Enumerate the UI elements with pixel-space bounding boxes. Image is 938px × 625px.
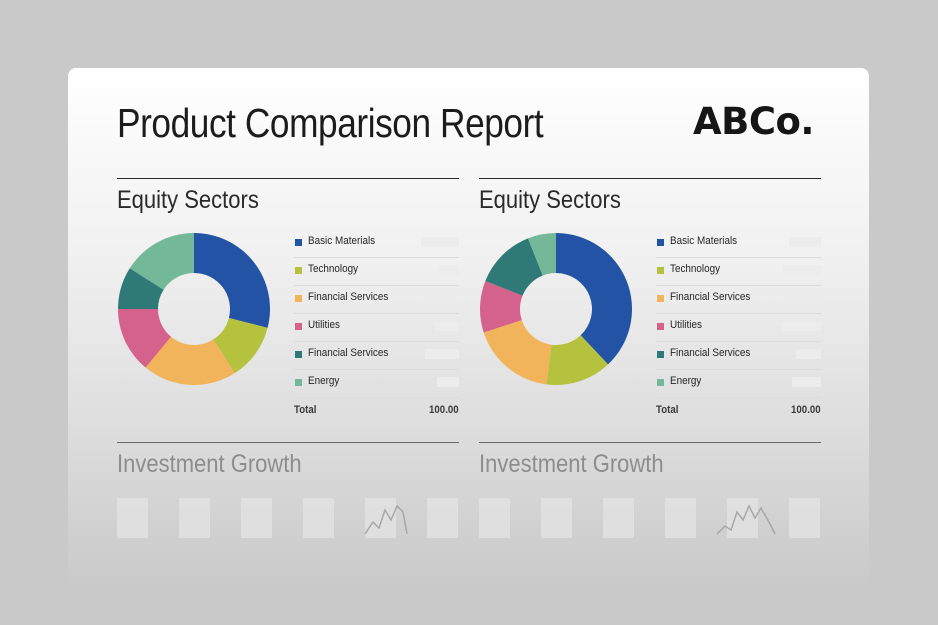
growth-grid-band: [789, 498, 820, 538]
donut-slice-4: [480, 281, 523, 333]
legend-swatch: [657, 267, 664, 274]
legend-label: Utilities: [308, 319, 340, 331]
legend-swatch: [657, 351, 664, 358]
growth-line: [716, 504, 776, 535]
investment-growth-heading: Investment Growth: [479, 450, 664, 478]
legend-value-placeholder: [781, 293, 821, 303]
legend-row: Energy: [294, 370, 459, 398]
legend-label: Financial Services: [308, 291, 389, 303]
legend-swatch: [295, 239, 302, 246]
donut-slice-6: [528, 233, 556, 276]
growth-grid-band: [427, 498, 458, 538]
donut-slice-3: [145, 336, 235, 385]
legend-row: Utilities: [294, 314, 459, 342]
investment-growth-heading: Investment Growth: [117, 450, 302, 478]
legend-swatch: [657, 379, 664, 386]
legend-value-placeholder: [437, 377, 459, 387]
legend-row: Technology: [656, 258, 821, 286]
sector-legend: Basic Materials Technology Financial Servi…: [656, 230, 821, 425]
total-label: Total: [294, 404, 317, 416]
sector-legend: Basic Materials Technology Financial Servi…: [294, 230, 459, 425]
donut-slice-1: [556, 233, 632, 365]
legend-row: Basic Materials: [294, 230, 459, 258]
legend-label: Basic Materials: [308, 235, 376, 247]
legend-swatch: [657, 239, 664, 246]
donut-slice-5: [485, 238, 543, 296]
legend-value-placeholder: [781, 321, 821, 331]
legend-label: Financial Services: [670, 347, 751, 359]
donut-slice-2: [213, 317, 268, 374]
legend-swatch: [295, 323, 302, 330]
section-divider: [117, 442, 459, 443]
legend-label: Utilities: [670, 319, 702, 331]
legend-label: Technology: [308, 263, 359, 275]
report-title: Product Comparison Report: [117, 100, 544, 146]
growth-grid-band: [303, 498, 334, 538]
legend-row: Technology: [294, 258, 459, 286]
growth-grid-band: [117, 498, 148, 538]
growth-grid-band: [541, 498, 572, 538]
section-divider: [117, 178, 459, 179]
legend-row: Financial Services: [294, 342, 459, 370]
legend-row: Financial Services: [294, 286, 459, 314]
donut-slice-2: [546, 335, 609, 385]
donut-slice-5: [118, 268, 164, 309]
legend-value-placeholder: [789, 237, 821, 247]
donut-slice-4: [118, 309, 172, 368]
legend-total-row: Total 100.00: [294, 398, 459, 425]
legend-label: Basic Materials: [670, 235, 738, 247]
legend-total-row: Total 100.00: [656, 398, 821, 425]
investment-growth-chart: [117, 498, 458, 538]
legend-value-placeholder: [439, 265, 459, 275]
legend-value-placeholder: [792, 377, 821, 387]
legend-row: Energy: [656, 370, 821, 398]
section-divider: [479, 178, 821, 179]
donut-slice-1: [194, 233, 270, 328]
sector-panel-left: Equity Sectors Basic Materials Technology F…: [117, 178, 459, 538]
legend-value-placeholder: [421, 293, 459, 303]
legend-value-placeholder: [421, 237, 459, 247]
equity-sectors-donut: [480, 233, 632, 385]
legend-swatch: [295, 267, 302, 274]
legend-value-placeholder: [783, 265, 821, 275]
legend-row: Basic Materials: [656, 230, 821, 258]
total-label: Total: [656, 404, 679, 416]
growth-grid-band: [241, 498, 272, 538]
growth-grid-band: [365, 498, 396, 538]
legend-row: Financial Services: [656, 342, 821, 370]
legend-swatch: [657, 295, 664, 302]
equity-sectors-donut: [118, 233, 270, 385]
legend-swatch: [295, 379, 302, 386]
total-value: 100.00: [791, 404, 821, 416]
legend-label: Technology: [670, 263, 721, 275]
legend-value-placeholder: [425, 349, 459, 359]
legend-label: Financial Services: [670, 291, 751, 303]
donut-slice-6: [129, 233, 194, 290]
total-value: 100.00: [429, 404, 459, 416]
section-divider: [479, 442, 821, 443]
legend-value-placeholder: [435, 321, 459, 331]
legend-label: Energy: [670, 375, 702, 387]
growth-grid-band: [479, 498, 510, 538]
legend-row: Utilities: [656, 314, 821, 342]
growth-grid-band: [179, 498, 210, 538]
growth-grid-band: [665, 498, 696, 538]
growth-line: [364, 504, 408, 535]
investment-growth-chart: [479, 498, 820, 538]
legend-swatch: [657, 323, 664, 330]
legend-swatch: [295, 295, 302, 302]
equity-sectors-heading: Equity Sectors: [479, 186, 621, 214]
legend-swatch: [295, 351, 302, 358]
donut-slice-3: [483, 320, 552, 385]
legend-row: Financial Services: [656, 286, 821, 314]
legend-label: Financial Services: [308, 347, 389, 359]
sector-panel-right: Equity Sectors Basic Materials Technology F…: [479, 178, 821, 538]
legend-value-placeholder: [796, 349, 821, 359]
equity-sectors-heading: Equity Sectors: [117, 186, 259, 214]
growth-grid-band: [727, 498, 758, 538]
legend-label: Energy: [308, 375, 340, 387]
growth-grid-band: [603, 498, 634, 538]
company-logo: ABCo.: [693, 100, 814, 143]
